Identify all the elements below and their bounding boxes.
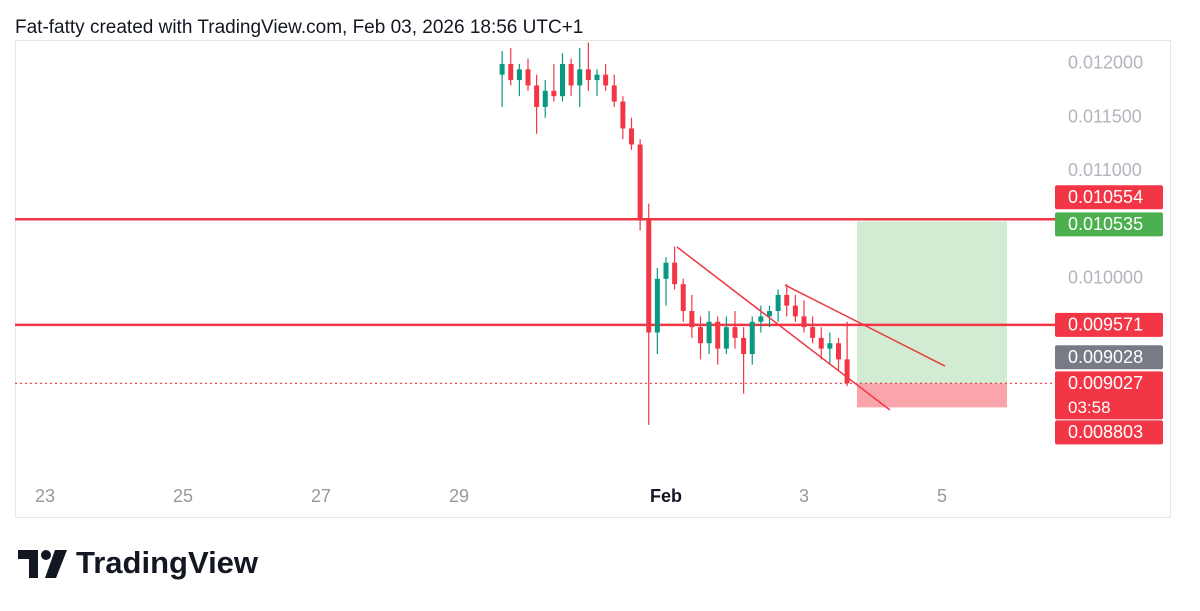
candle-body <box>611 85 617 102</box>
y-tick-label: 0.010000 <box>1068 268 1143 288</box>
price-tag-label: 0.009028 <box>1068 347 1143 367</box>
candle-body <box>585 69 591 81</box>
x-tick-label: 27 <box>311 486 331 506</box>
candle-body <box>766 311 772 317</box>
candle-body <box>810 327 816 338</box>
header: Fat-fatty created with TradingView.com, … <box>15 17 583 38</box>
candle-body <box>568 63 574 86</box>
x-tick-label: 3 <box>799 486 809 506</box>
candle-body <box>499 63 505 75</box>
candle-body <box>603 74 609 86</box>
candle-body <box>723 327 729 349</box>
x-tick-label: 25 <box>173 486 193 506</box>
candle-body <box>534 85 540 107</box>
candle-body <box>784 294 790 306</box>
candle-body <box>697 327 703 344</box>
chart-frame <box>15 40 1171 518</box>
x-tick-label: 29 <box>449 486 469 506</box>
candle-body <box>525 69 531 86</box>
price-tag-label: 0.010554 <box>1068 187 1143 207</box>
price-tag <box>1055 420 1163 445</box>
profit-zone <box>856 221 1007 384</box>
candle-body <box>577 69 583 86</box>
candle-body <box>628 128 634 145</box>
y-tick-label: 0.011500 <box>1068 106 1142 126</box>
candle-body <box>741 337 747 354</box>
candle-body <box>749 321 755 354</box>
price-tag <box>1055 312 1163 337</box>
candle-body <box>844 359 850 384</box>
price-tag-label: 0.009027 <box>1068 373 1143 393</box>
price-tag-label: 0.008803 <box>1068 422 1143 442</box>
candle-body <box>508 63 514 81</box>
candle-body <box>758 316 764 322</box>
candle-body <box>706 321 712 344</box>
brand: TradingView <box>76 545 259 580</box>
candle-body <box>516 69 522 81</box>
candle-body <box>542 90 548 107</box>
candle-body <box>663 262 669 279</box>
countdown: 03:58 <box>1068 398 1111 417</box>
trend-line <box>676 246 891 411</box>
price-tag-label: 0.010535 <box>1068 214 1143 234</box>
candle-body <box>559 63 565 97</box>
candle-body <box>827 343 833 349</box>
candle-body <box>801 316 807 328</box>
y-tick-label: 0.011000 <box>1068 160 1142 180</box>
candle-body <box>620 101 626 129</box>
loss-zone <box>856 383 1007 408</box>
price-tag <box>1055 212 1163 237</box>
price-tag <box>1055 185 1163 210</box>
candle-body <box>594 74 600 81</box>
price-tag <box>1055 371 1163 420</box>
candle-body <box>732 327 738 338</box>
candle-body <box>654 278 660 333</box>
candle-body <box>689 311 695 328</box>
price-tag-label: 0.009571 <box>1068 315 1143 335</box>
candle-body <box>715 321 721 349</box>
candle-body <box>672 262 678 285</box>
y-tick-label: 0.012000 <box>1068 53 1143 73</box>
price-tag <box>1055 345 1163 370</box>
candle-body <box>637 144 643 220</box>
trend-line <box>784 284 946 367</box>
candle-body <box>818 337 824 349</box>
x-tick-label: 5 <box>937 486 947 506</box>
candle-body <box>551 90 557 97</box>
candle-body <box>792 305 798 317</box>
x-tick-label: Feb <box>650 486 682 506</box>
x-tick-label: 23 <box>35 486 55 506</box>
logo <box>18 550 67 578</box>
candle-body <box>835 343 841 360</box>
candle-body <box>775 294 781 312</box>
candle-body <box>680 284 686 312</box>
candle-body <box>646 219 652 333</box>
